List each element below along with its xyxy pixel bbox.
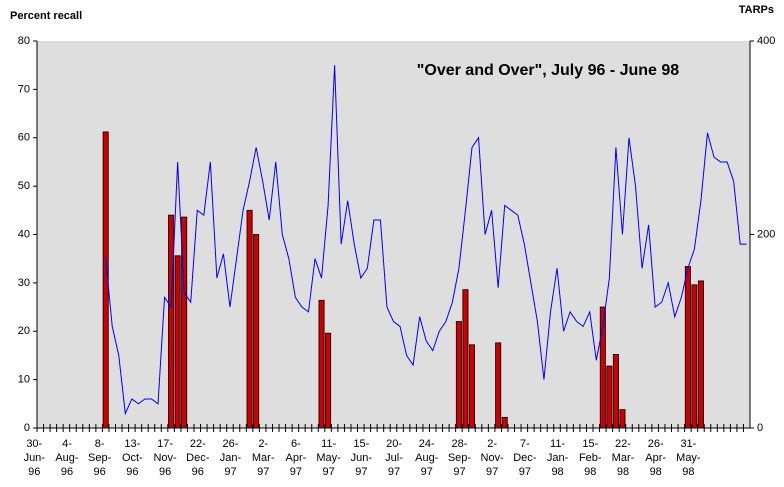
bar	[501, 416, 508, 429]
x-tick-label: 22-Mar-98	[611, 438, 635, 478]
y-tick-label: 70	[18, 83, 30, 95]
bar	[181, 216, 188, 429]
x-tick-label: 20-Jul-97	[385, 438, 403, 478]
bar	[455, 321, 462, 429]
bar	[684, 266, 691, 429]
bar	[462, 289, 469, 429]
x-tick-label: 22-Dec-96	[186, 438, 210, 478]
y-tick-label: 80	[18, 35, 30, 47]
bar	[691, 284, 698, 429]
bar	[697, 280, 704, 429]
y-tick-label: 0	[24, 422, 30, 434]
y-tick-label: 50	[18, 180, 30, 192]
y-tick-label: 40	[18, 228, 30, 240]
bar	[495, 342, 502, 429]
x-tick-label: 4-Aug-96	[55, 438, 79, 478]
annotation: "Over and Over", July 96 - June 98	[417, 62, 680, 79]
y-tick-label: 20	[18, 325, 30, 337]
x-tick-label: 11-Jan-98	[546, 438, 569, 478]
bar	[253, 234, 260, 429]
x-tick-label: 6-Apr-97	[285, 438, 307, 478]
x-tick-label: 17-Nov-96	[153, 438, 177, 478]
bar	[325, 332, 332, 429]
x-tick-label: 7-Dec-97	[513, 438, 537, 478]
bar	[612, 354, 619, 429]
bar	[318, 299, 325, 429]
x-tick-label: 2-Nov-97	[480, 438, 504, 478]
bar	[168, 214, 175, 429]
plot-area	[37, 41, 750, 428]
x-tick-label: 13-Oct-96	[121, 438, 143, 478]
bar	[619, 409, 626, 429]
x-tick-label: 15-Feb-98	[578, 438, 602, 478]
y2-tick-label: 0	[757, 422, 763, 434]
y2-tick-label: 200	[757, 228, 775, 240]
y-tick-label: 60	[18, 132, 30, 144]
bar	[102, 131, 109, 429]
bar	[468, 344, 475, 429]
x-tick-label: 26-Jan-97	[219, 438, 242, 478]
y-tick-label: 10	[18, 374, 30, 386]
x-tick-label: 31-May-98	[676, 438, 701, 478]
y2-tick-label: 400	[757, 35, 775, 47]
line	[105, 65, 747, 416]
x-tick-label: 28-Sep-97	[447, 438, 472, 478]
bar	[246, 209, 253, 429]
y-tick-label: 30	[18, 277, 30, 289]
bar	[174, 255, 181, 429]
bar	[606, 365, 613, 429]
x-tick-label: 26-Apr-98	[645, 438, 667, 478]
bar	[599, 306, 606, 429]
y2-axis-label: TARPs	[739, 4, 774, 16]
x-tick-label: 30-Jun-96	[23, 438, 45, 478]
x-tick-label: 24-Aug-97	[415, 438, 439, 478]
x-tick-label: 15-Jun-97	[350, 438, 373, 478]
x-tick-label: 8-Sep-96	[88, 438, 112, 478]
x-tick-label: 11-May-97	[316, 438, 341, 478]
x-tick-label: 2-Mar-97	[251, 438, 275, 478]
y-axis-label: Percent recall	[10, 10, 82, 22]
